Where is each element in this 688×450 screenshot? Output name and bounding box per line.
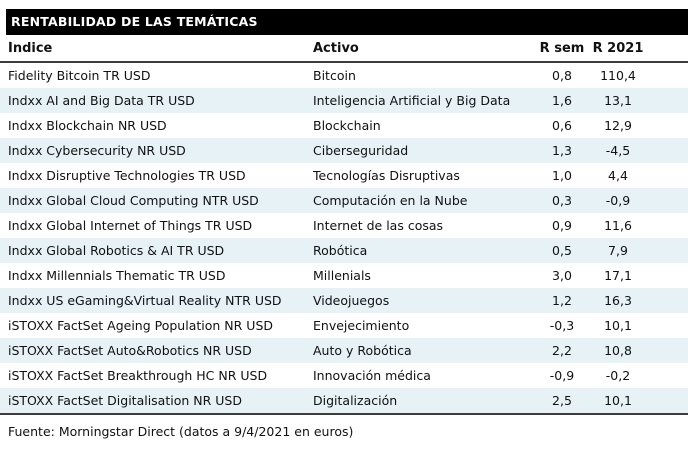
table-body: Fidelity Bitcoin TR USD Bitcoin 0,8 110,4 In… (0, 63, 688, 415)
cell-activo: Digitalización (313, 393, 398, 408)
cell-activo: Tecnologías Disruptivas (313, 168, 460, 183)
cell-indice: iSTOXX FactSet Breakthrough HC NR USD (8, 368, 268, 383)
cell-r-sem: 0,8 (552, 68, 572, 83)
cell-activo: Bitcoin (313, 68, 356, 83)
table-title: RENTABILIDAD DE LAS TEMÁTICAS (11, 14, 258, 29)
table-row: Fidelity Bitcoin TR USD Bitcoin 0,8 110,4 (0, 63, 688, 88)
cell-r-2021: 13,1 (604, 93, 632, 108)
table-row: Indxx AI and Big Data TR USD Inteligencia… (0, 88, 688, 113)
cell-r-sem: 0,9 (552, 218, 572, 233)
cell-r-sem: 1,3 (552, 143, 572, 158)
cell-r-2021: 4,4 (608, 168, 628, 183)
table-row: iSTOXX FactSet Breakthrough HC NR USD Inn… (0, 363, 688, 388)
column-header-row: Índice Activo R sem R 2021 (0, 35, 688, 63)
cell-r-sem: 2,5 (552, 393, 572, 408)
cell-activo: Millenials (313, 268, 371, 283)
cell-r-2021: 16,3 (604, 293, 632, 308)
cell-indice: Indxx US eGaming&Virtual Reality NTR USD (8, 293, 282, 308)
cell-activo: Videojuegos (313, 293, 390, 308)
cell-indice: Indxx Disruptive Technologies TR USD (8, 168, 246, 183)
cell-r-sem: -0,9 (549, 368, 575, 383)
table-row: iSTOXX FactSet Auto&Robotics NR USD Auto … (0, 338, 688, 363)
col-header-r-2021: R 2021 (592, 40, 644, 56)
cell-r-2021: 17,1 (604, 268, 632, 283)
cell-r-2021: -0,2 (605, 368, 631, 383)
table-row: iSTOXX FactSet Ageing Population NR USD E… (0, 313, 688, 338)
cell-r-sem: 1,6 (552, 93, 572, 108)
cell-indice: Indxx Cybersecurity NR USD (8, 143, 186, 158)
cell-r-2021: 10,1 (604, 318, 632, 333)
cell-activo: Ciberseguridad (313, 143, 409, 158)
cell-indice: Indxx Millennials Thematic TR USD (8, 268, 226, 283)
table-row: Indxx Disruptive Technologies TR USD Tecn… (0, 163, 688, 188)
source-note: Fuente: Morningstar Direct (datos a 9/4/… (8, 424, 354, 439)
cell-indice: Indxx Blockchain NR USD (8, 118, 167, 133)
table-title-bar: RENTABILIDAD DE LAS TEMÁTICAS (6, 9, 688, 35)
cell-indice: iSTOXX FactSet Ageing Population NR USD (8, 318, 274, 333)
cell-r-sem: 0,5 (552, 243, 572, 258)
col-header-activo: Activo (313, 40, 359, 56)
cell-indice: Indxx AI and Big Data TR USD (8, 93, 195, 108)
cell-r-2021: 7,9 (608, 243, 628, 258)
col-header-r-sem: R sem (539, 40, 585, 56)
cell-r-sem: -0,3 (549, 318, 575, 333)
cell-r-2021: 11,6 (604, 218, 632, 233)
table-row: Indxx Cybersecurity NR USD Ciberseguridad… (0, 138, 688, 163)
cell-r-sem: 0,3 (552, 193, 572, 208)
cell-indice: Indxx Global Cloud Computing NTR USD (8, 193, 259, 208)
table-row: Indxx US eGaming&Virtual Reality NTR USD… (0, 288, 688, 313)
cell-r-2021: 110,4 (600, 68, 636, 83)
cell-r-2021: -4,5 (605, 143, 631, 158)
cell-indice: Indxx Global Internet of Things TR USD (8, 218, 253, 233)
cell-indice: Fidelity Bitcoin TR USD (8, 68, 151, 83)
cell-activo: Blockchain (313, 118, 381, 133)
cell-activo: Auto y Robótica (313, 343, 412, 358)
cell-activo: Robótica (313, 243, 368, 258)
table-row: iSTOXX FactSet Digitalisation NR USD Digi… (0, 388, 688, 413)
cell-activo: Envejecimiento (313, 318, 410, 333)
cell-r-sem: 3,0 (552, 268, 572, 283)
table-row: Indxx Millennials Thematic TR USD Milleni… (0, 263, 688, 288)
cell-indice: iSTOXX FactSet Digitalisation NR USD (8, 393, 242, 408)
cell-indice: iSTOXX FactSet Auto&Robotics NR USD (8, 343, 252, 358)
cell-activo: Inteligencia Artificial y Big Data (313, 93, 511, 108)
cell-r-2021: 12,9 (604, 118, 632, 133)
cell-activo: Internet de las cosas (313, 218, 444, 233)
cell-r-2021: 10,1 (604, 393, 632, 408)
cell-activo: Innovación médica (313, 368, 431, 383)
cell-r-sem: 0,6 (552, 118, 572, 133)
table-row: Indxx Global Cloud Computing NTR USD Comp… (0, 188, 688, 213)
table-row: Indxx Blockchain NR USD Blockchain 0,6 12,9 (0, 113, 688, 138)
cell-r-2021: 10,8 (604, 343, 632, 358)
table-row: Indxx Global Robotics & AI TR USD Robótic… (0, 238, 688, 263)
cell-indice: Indxx Global Robotics & AI TR USD (8, 243, 225, 258)
cell-r-sem: 1,0 (552, 168, 572, 183)
table-row: Indxx Global Internet of Things TR USD In… (0, 213, 688, 238)
col-header-indice: Índice (8, 40, 53, 56)
cell-activo: Computación en la Nube (313, 193, 468, 208)
cell-r-sem: 2,2 (552, 343, 572, 358)
cell-r-sem: 1,2 (552, 293, 572, 308)
cell-r-2021: -0,9 (605, 193, 631, 208)
